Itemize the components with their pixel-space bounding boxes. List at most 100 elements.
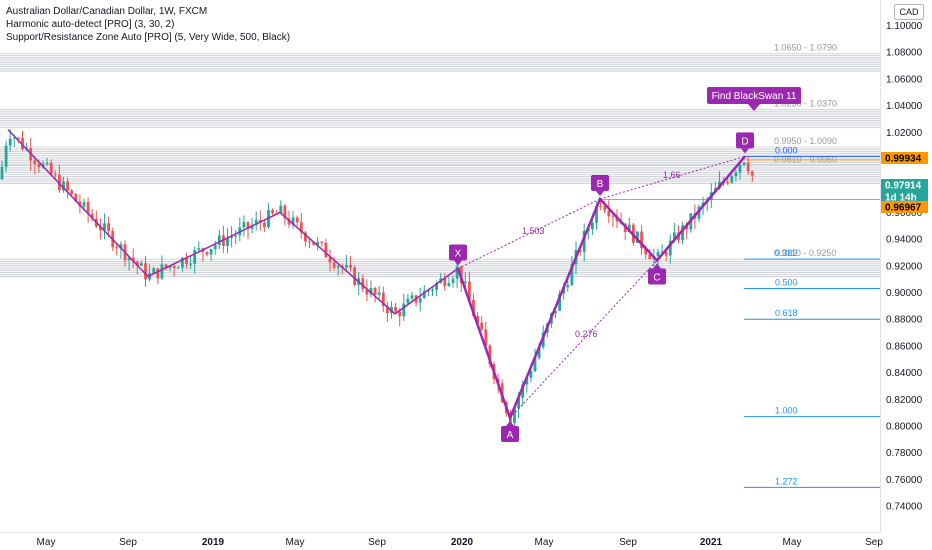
candle-body bbox=[406, 298, 410, 304]
point-label: B bbox=[597, 179, 604, 190]
candle-body bbox=[279, 205, 283, 214]
candle-body bbox=[615, 217, 619, 222]
candle-body bbox=[750, 171, 754, 176]
candle bbox=[107, 216, 110, 238]
candle-body bbox=[656, 252, 660, 257]
candle bbox=[468, 271, 471, 301]
candle-body bbox=[742, 162, 746, 165]
time-axis[interactable]: May Sep 2019 May Sep 2020 May Sep 2021 May Sep bbox=[37, 537, 884, 548]
pattern-point-c[interactable]: C bbox=[648, 263, 666, 285]
candle-body bbox=[135, 261, 139, 266]
candle-body bbox=[365, 289, 369, 295]
pattern-point-x[interactable]: X bbox=[449, 244, 467, 266]
candle bbox=[234, 229, 238, 245]
price-tick: 0.92000 bbox=[886, 261, 923, 272]
candle bbox=[369, 280, 373, 298]
candle bbox=[0, 160, 4, 181]
time-tick: Sep bbox=[619, 537, 637, 548]
candle-body bbox=[176, 267, 180, 269]
candle bbox=[558, 290, 561, 312]
candle bbox=[62, 176, 65, 193]
candle-body bbox=[730, 176, 734, 183]
candle-body bbox=[304, 232, 307, 242]
candle-body bbox=[181, 257, 184, 268]
candle bbox=[140, 260, 143, 266]
sr-zone: 0.9110 - 0.9250 bbox=[0, 248, 880, 278]
candle-body bbox=[455, 266, 459, 279]
price-tick: 0.80000 bbox=[886, 422, 923, 433]
price-tick: 1.08000 bbox=[886, 48, 923, 59]
candle-body bbox=[144, 263, 147, 280]
xabcd-pattern-line bbox=[456, 155, 746, 422]
price-tick: 0.78000 bbox=[886, 448, 923, 459]
candle-body bbox=[533, 357, 537, 372]
pattern-point-d[interactable]: D bbox=[736, 132, 754, 154]
candle-body bbox=[435, 282, 438, 290]
candle bbox=[287, 210, 291, 228]
indicator-harmonic[interactable]: Harmonic auto-detect [PRO] (3, 30, 2) bbox=[6, 19, 175, 30]
candle-body bbox=[488, 345, 492, 365]
candle-body bbox=[21, 138, 24, 150]
candle-body bbox=[369, 288, 373, 295]
candle-body bbox=[611, 216, 615, 218]
pattern-point-b[interactable]: B bbox=[591, 175, 609, 197]
price-tick: 1.04000 bbox=[886, 101, 923, 112]
candle bbox=[443, 273, 447, 291]
time-tick: May bbox=[783, 537, 802, 548]
candle-body bbox=[394, 306, 397, 312]
candle-body bbox=[685, 225, 689, 230]
candle bbox=[656, 248, 660, 266]
candle-body bbox=[320, 241, 324, 243]
fib-label: 1.272 bbox=[775, 476, 798, 486]
candle-body bbox=[418, 298, 422, 303]
zone-label: 0.9110 - 0.9250 bbox=[774, 248, 836, 258]
candle bbox=[345, 254, 348, 272]
find-blackswan-label[interactable]: Find BlackSwan 11 bbox=[707, 87, 801, 111]
candle bbox=[271, 208, 274, 216]
candle bbox=[160, 255, 164, 280]
candle-body bbox=[295, 217, 299, 223]
candle-body bbox=[4, 145, 8, 167]
pattern-point-a[interactable]: A bbox=[501, 420, 519, 442]
candle bbox=[304, 230, 307, 247]
fib-label: 0.382 bbox=[775, 248, 798, 258]
candle-body bbox=[242, 222, 246, 228]
point-label: X bbox=[455, 248, 462, 259]
candle-body bbox=[410, 295, 414, 299]
candle bbox=[332, 256, 336, 271]
price-tick: 0.82000 bbox=[886, 395, 923, 406]
badge-text: 1d 14h bbox=[885, 193, 917, 204]
sr-zone: 1.0650 - 1.0790 bbox=[0, 43, 880, 73]
candle bbox=[410, 291, 414, 302]
time-tick: May bbox=[535, 537, 554, 548]
candle-body bbox=[386, 306, 389, 314]
candle bbox=[607, 200, 611, 224]
price-axis[interactable]: 1.100001.080001.060001.040001.020000.980… bbox=[881, 21, 928, 513]
time-tick: Sep bbox=[368, 537, 386, 548]
currency-button[interactable]: CAD bbox=[894, 4, 924, 20]
candle-body bbox=[664, 251, 668, 256]
point-pointer bbox=[454, 260, 462, 266]
candle bbox=[431, 287, 434, 296]
candle-body bbox=[734, 172, 738, 176]
price-tick: 0.96000 bbox=[886, 208, 923, 219]
symbol-title[interactable]: Australian Dollar/Canadian Dollar, 1W, F… bbox=[6, 6, 208, 17]
time-tick: 2020 bbox=[451, 537, 474, 548]
candle-body bbox=[156, 268, 160, 279]
candle bbox=[135, 260, 139, 275]
candle bbox=[742, 161, 746, 167]
point-marker bbox=[591, 175, 609, 192]
candle bbox=[750, 170, 754, 183]
candle bbox=[336, 263, 340, 276]
candle-body bbox=[164, 264, 168, 268]
candle bbox=[299, 212, 303, 239]
indicator-sr-zone[interactable]: Support/Resistance Zone Auto [PRO] (5, V… bbox=[6, 32, 291, 43]
candle bbox=[78, 194, 82, 214]
candle bbox=[246, 221, 250, 240]
candle-body bbox=[103, 223, 106, 231]
candle bbox=[324, 238, 328, 258]
candle-body bbox=[648, 254, 652, 260]
badge-text: 0.96967 bbox=[885, 203, 922, 214]
ratio-label: 1.66 bbox=[663, 170, 681, 180]
